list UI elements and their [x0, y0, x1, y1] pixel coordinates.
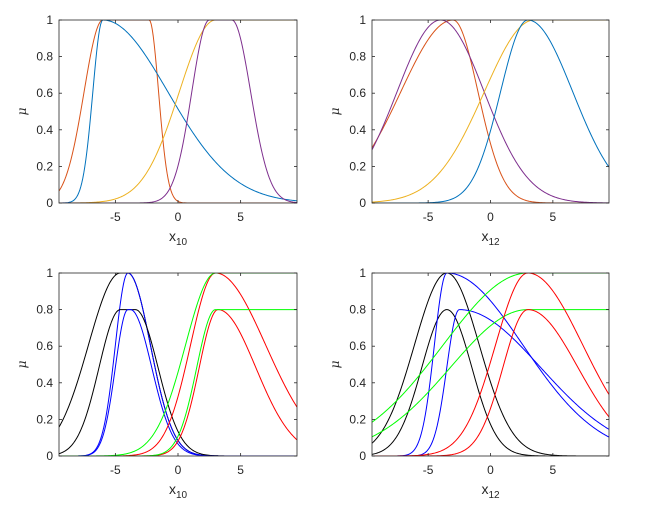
series-group	[59, 273, 297, 456]
x-axis-label: x10	[169, 481, 188, 501]
x-tick-label: 5	[550, 210, 557, 224]
series-group	[372, 273, 609, 456]
x-tick-label: 5	[550, 463, 557, 477]
chart-panel-2: -5 0 5 0 0.2 0.4 0.6 0.8 1 x12 μ	[328, 13, 610, 248]
y-tick-label: 0	[46, 196, 53, 210]
series-line-8	[59, 309, 297, 456]
series-line-3	[59, 309, 297, 456]
y-tick-label: 0.4	[36, 123, 53, 137]
y-tick-label: 0	[359, 196, 366, 210]
x-axis-label: x12	[481, 228, 500, 248]
series-line-6	[372, 309, 609, 438]
series-line-1	[372, 20, 609, 203]
y-tick-label: 1	[46, 13, 53, 27]
y-tick-label: 0	[46, 449, 53, 463]
x-tick-label: 5	[237, 463, 244, 477]
axes-box	[371, 19, 610, 204]
y-tick-label: 0.8	[349, 50, 366, 64]
y-tick-label: 0.6	[36, 339, 53, 353]
series-line-2	[372, 20, 609, 203]
series-group	[372, 20, 609, 203]
y-tick-label: 0.6	[36, 86, 53, 100]
axes-box	[58, 272, 298, 457]
x-tick-label: 0	[175, 463, 182, 477]
series-line-1	[59, 273, 297, 456]
chart-panel-4: -5 0 5 0 0.2 0.4 0.6 0.8 1 x12 μ	[328, 266, 610, 501]
x-axis-label: x12	[481, 481, 500, 501]
series-line-2	[372, 309, 609, 456]
x-tick-label: 0	[487, 463, 494, 477]
y-tick-label: 0.6	[349, 339, 366, 353]
series-group	[59, 20, 297, 203]
chart-panel-3: -5 0 5 0 0.2 0.4 0.6 0.8 1 x10 μ	[15, 266, 298, 501]
x-tick-label: 0	[487, 210, 494, 224]
x-tick-label: -5	[110, 463, 121, 477]
y-tick-label: 0.2	[349, 159, 366, 173]
axes-box	[58, 19, 298, 204]
y-tick-label: 1	[46, 266, 53, 280]
series-line-5	[372, 273, 609, 423]
series-line-4	[59, 309, 297, 456]
series-line-3	[372, 20, 609, 203]
y-tick-label: 0.8	[36, 50, 53, 64]
series-line-8	[372, 309, 609, 456]
y-tick-label: 0	[359, 449, 366, 463]
series-line-4	[372, 20, 609, 203]
y-tick-label: 1	[359, 13, 366, 27]
x-tick-label: -5	[423, 210, 434, 224]
series-line-3	[372, 273, 609, 456]
y-tick-label: 0.2	[349, 412, 366, 426]
x-tick-label: -5	[423, 463, 434, 477]
y-tick-label: 0.4	[349, 376, 366, 390]
series-line-5	[59, 273, 297, 456]
y-axis-label: μ	[15, 107, 29, 115]
series-line-2	[59, 273, 297, 456]
series-line-7	[59, 273, 297, 456]
x-tick-label: 5	[237, 210, 244, 224]
series-line-6	[59, 309, 297, 456]
series-line-4	[59, 20, 297, 203]
y-tick-label: 1	[359, 266, 366, 280]
y-axis-label: μ	[15, 360, 29, 368]
series-line-2	[59, 20, 297, 203]
y-tick-label: 0.8	[36, 303, 53, 317]
y-tick-label: 0.2	[36, 159, 53, 173]
series-line-1	[59, 20, 297, 203]
y-tick-label: 0.4	[349, 123, 366, 137]
y-axis-label: μ	[328, 107, 342, 115]
x-tick-label: 0	[175, 210, 182, 224]
y-tick-label: 0.8	[349, 303, 366, 317]
series-line-3	[59, 20, 297, 203]
y-axis-label: μ	[328, 360, 342, 368]
y-tick-label: 0.2	[36, 412, 53, 426]
y-tick-label: 0.4	[36, 376, 53, 390]
chart-panel-1: -5 0 5 0 0.2 0.4 0.6 0.8 1 x10 μ	[15, 13, 298, 248]
y-tick-label: 0.6	[349, 86, 366, 100]
x-axis-label: x10	[169, 228, 188, 248]
x-tick-label: -5	[110, 210, 121, 224]
